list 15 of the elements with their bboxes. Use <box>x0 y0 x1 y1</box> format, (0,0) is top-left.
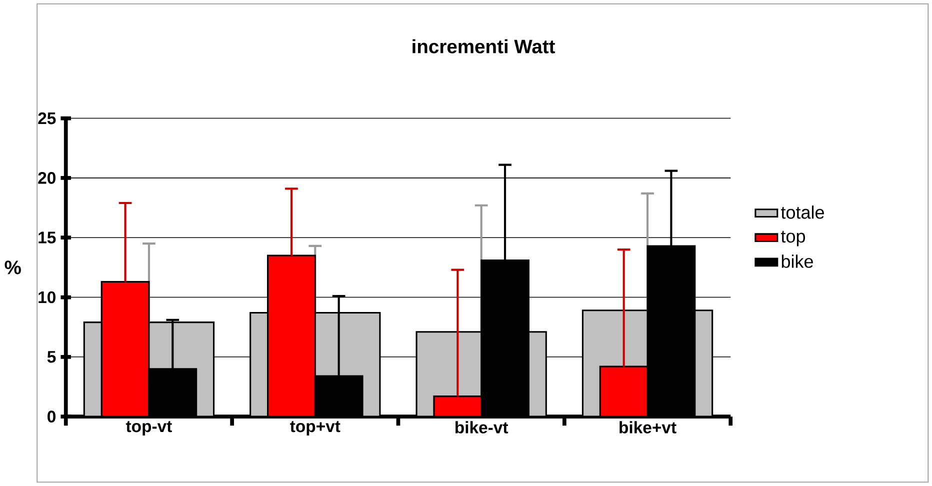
legend-label: top <box>781 230 805 246</box>
y-tick-label: 0 <box>48 410 56 422</box>
y-axis-title: % <box>4 260 21 274</box>
chart-title: incrementi Watt <box>412 39 556 54</box>
legend-label: totale <box>781 206 824 219</box>
y-tick-label: 10 <box>38 291 56 304</box>
x-tick-label: bike+vt <box>620 421 676 434</box>
x-tick-label: bike-vt <box>456 421 508 434</box>
x-tick-label: top+vt <box>290 421 340 436</box>
legend-label: bike <box>782 254 813 268</box>
y-tick-label: 15 <box>38 232 56 244</box>
x-tick-label: top-vt <box>126 421 172 436</box>
y-tick-label: 20 <box>38 172 56 184</box>
y-tick-label: 5 <box>47 351 56 363</box>
y-tick-label: 25 <box>38 112 56 124</box>
